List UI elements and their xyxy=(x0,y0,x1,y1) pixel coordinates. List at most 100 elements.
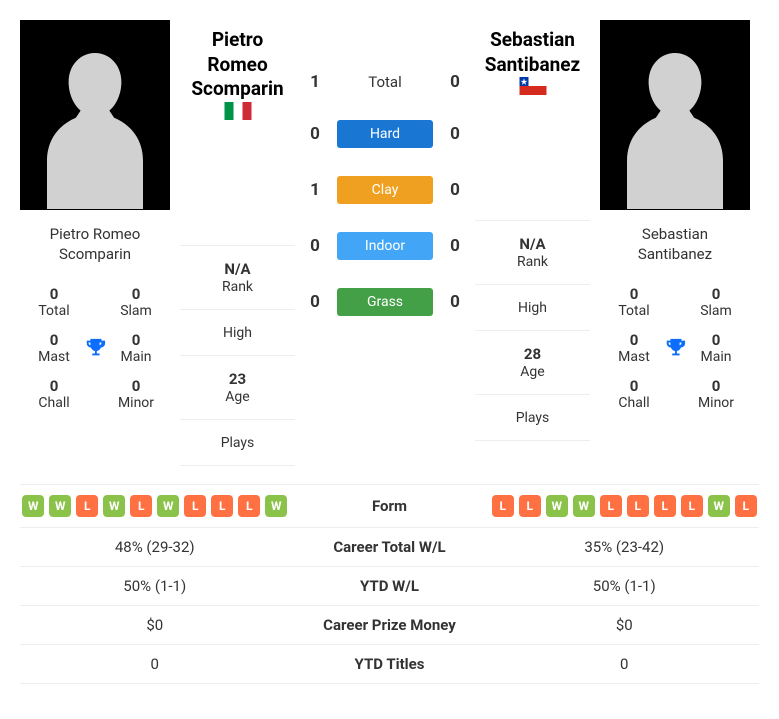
form-pill: L xyxy=(76,495,98,517)
h2h-surface-label: Clay xyxy=(337,176,433,204)
p1-rank: N/ARank xyxy=(180,245,295,309)
p1-minor-stat: 0Minor xyxy=(106,371,166,417)
form-pill: L xyxy=(211,495,233,517)
form-pill: L xyxy=(492,495,514,517)
player1-header: Pietro Romeo Scomparin xyxy=(180,20,295,130)
h2h-surface-row: 0 Grass 0 xyxy=(305,274,465,330)
h2h-surface-label: Total xyxy=(337,73,433,91)
h2h-p2-score: 0 xyxy=(445,292,465,312)
p2-slam-stat: 0Slam xyxy=(686,279,746,325)
comparison-p1-value: 0 xyxy=(20,655,290,673)
form-pill: W xyxy=(573,495,595,517)
form-pill: L xyxy=(130,495,152,517)
form-pill: W xyxy=(157,495,179,517)
h2h-surface-row: 0 Hard 0 xyxy=(305,106,465,162)
comparison-p2-value: LLWWLLLLWL xyxy=(490,495,760,517)
p1-plays: Plays xyxy=(180,419,295,466)
p2-chall-stat: 0Chall xyxy=(604,371,664,417)
h2h-surface-label: Hard xyxy=(337,120,433,148)
comparison-p2-value: 0 xyxy=(490,655,760,673)
flag-it-icon xyxy=(224,102,252,120)
player-silhouette-icon xyxy=(35,40,155,210)
trophy-icon xyxy=(84,337,106,359)
comparison-label: Form xyxy=(290,497,490,515)
player1-image xyxy=(20,20,170,210)
form-pill: L xyxy=(627,495,649,517)
player2-image xyxy=(600,20,750,210)
form-pill: W xyxy=(708,495,730,517)
h2h-p1-score: 0 xyxy=(305,236,325,256)
player1-name: Pietro Romeo Scomparin xyxy=(20,210,170,279)
h2h-surface-row: 0 Indoor 0 xyxy=(305,218,465,274)
form-pill: W xyxy=(546,495,568,517)
h2h-surfaces: 1 Total 0 0 Hard 0 1 Clay 0 0 Indoor 0 0 Grass 0 xyxy=(305,20,465,466)
h2h-p2-score: 0 xyxy=(445,72,465,92)
comparison-p2-value: 50% (1-1) xyxy=(490,577,760,595)
h2h-p1-score: 0 xyxy=(305,124,325,144)
comparison-p2-value: 35% (23-42) xyxy=(490,538,760,556)
form-pill: W xyxy=(49,495,71,517)
player-silhouette-icon xyxy=(615,40,735,210)
player1-card: Pietro Romeo Scomparin 0Total 0Slam 0Mas… xyxy=(20,20,170,466)
player2-header: Sebastian Santibanez xyxy=(475,20,590,105)
comparison-label: YTD W/L xyxy=(290,577,490,595)
comparison-row: $0Career Prize Money$0 xyxy=(20,606,759,645)
p1-total-stat: 0Total xyxy=(24,279,84,325)
form-pill: L xyxy=(654,495,676,517)
h2h-surface-label: Indoor xyxy=(337,232,433,260)
p1-high: High xyxy=(180,309,295,355)
player2-info-col: Sebastian Santibanez N/ARank High 28Age … xyxy=(475,20,590,466)
h2h-p1-score: 1 xyxy=(305,180,325,200)
p2-age: 28Age xyxy=(475,330,590,394)
p1-mast-stat: 0Mast xyxy=(24,325,84,371)
form-pill: W xyxy=(265,495,287,517)
comparison-p1-value: 48% (29-32) xyxy=(20,538,290,556)
player2-card: Sebastian Santibanez 0Total 0Slam 0Mast … xyxy=(600,20,750,466)
comparison-label: Career Prize Money xyxy=(290,616,490,634)
p2-minor-stat: 0Minor xyxy=(686,371,746,417)
p1-age: 23Age xyxy=(180,355,295,419)
comparison-row: 0YTD Titles0 xyxy=(20,645,759,684)
p2-main-stat: 0Main xyxy=(686,325,746,371)
p1-chall-stat: 0Chall xyxy=(24,371,84,417)
comparison-p1-value: $0 xyxy=(20,616,290,634)
p2-plays: Plays xyxy=(475,394,590,441)
p1-slam-stat: 0Slam xyxy=(106,279,166,325)
form-pill: L xyxy=(681,495,703,517)
form-pill: L xyxy=(238,495,260,517)
p2-high: High xyxy=(475,284,590,330)
h2h-p2-score: 0 xyxy=(445,180,465,200)
p2-total-stat: 0Total xyxy=(604,279,664,325)
p2-rank: N/ARank xyxy=(475,220,590,284)
comparison-p2-value: $0 xyxy=(490,616,760,634)
form-pill: W xyxy=(103,495,125,517)
p2-mast-stat: 0Mast xyxy=(604,325,664,371)
comparison-label: YTD Titles xyxy=(290,655,490,673)
comparison-p1-value: 50% (1-1) xyxy=(20,577,290,595)
player2-titles-grid: 0Total 0Slam 0Mast 0Main 0Chall 0Minor xyxy=(600,279,750,417)
p1-main-stat: 0Main xyxy=(106,325,166,371)
h2h-surface-row: 1 Total 0 xyxy=(305,42,465,106)
comparison-label: Career Total W/L xyxy=(290,538,490,556)
h2h-p1-score: 0 xyxy=(305,292,325,312)
comparison-row: WWLWLWLLLWFormLLWWLLLLWL xyxy=(20,484,759,528)
trophy-icon xyxy=(664,337,686,359)
h2h-p1-score: 1 xyxy=(305,72,325,92)
form-pill: L xyxy=(600,495,622,517)
h2h-container: Pietro Romeo Scomparin 0Total 0Slam 0Mas… xyxy=(20,20,759,466)
flag-cl-icon xyxy=(519,77,547,95)
form-pill: W xyxy=(22,495,44,517)
comparison-p1-value: WWLWLWLLLW xyxy=(20,495,290,517)
form-pill: L xyxy=(735,495,757,517)
h2h-p2-score: 0 xyxy=(445,124,465,144)
h2h-surface-row: 1 Clay 0 xyxy=(305,162,465,218)
h2h-surface-label: Grass xyxy=(337,288,433,316)
h2h-p2-score: 0 xyxy=(445,236,465,256)
player1-info-col: Pietro Romeo Scomparin N/ARank High 23Ag… xyxy=(180,20,295,466)
player1-titles-grid: 0Total 0Slam 0Mast 0Main 0Chall 0Minor xyxy=(20,279,170,417)
comparison-row: 50% (1-1)YTD W/L50% (1-1) xyxy=(20,567,759,606)
form-pill: L xyxy=(519,495,541,517)
comparison-row: 48% (29-32)Career Total W/L35% (23-42) xyxy=(20,528,759,567)
form-pill: L xyxy=(184,495,206,517)
comparison-table: WWLWLWLLLWFormLLWWLLLLWL48% (29-32)Caree… xyxy=(20,484,759,684)
